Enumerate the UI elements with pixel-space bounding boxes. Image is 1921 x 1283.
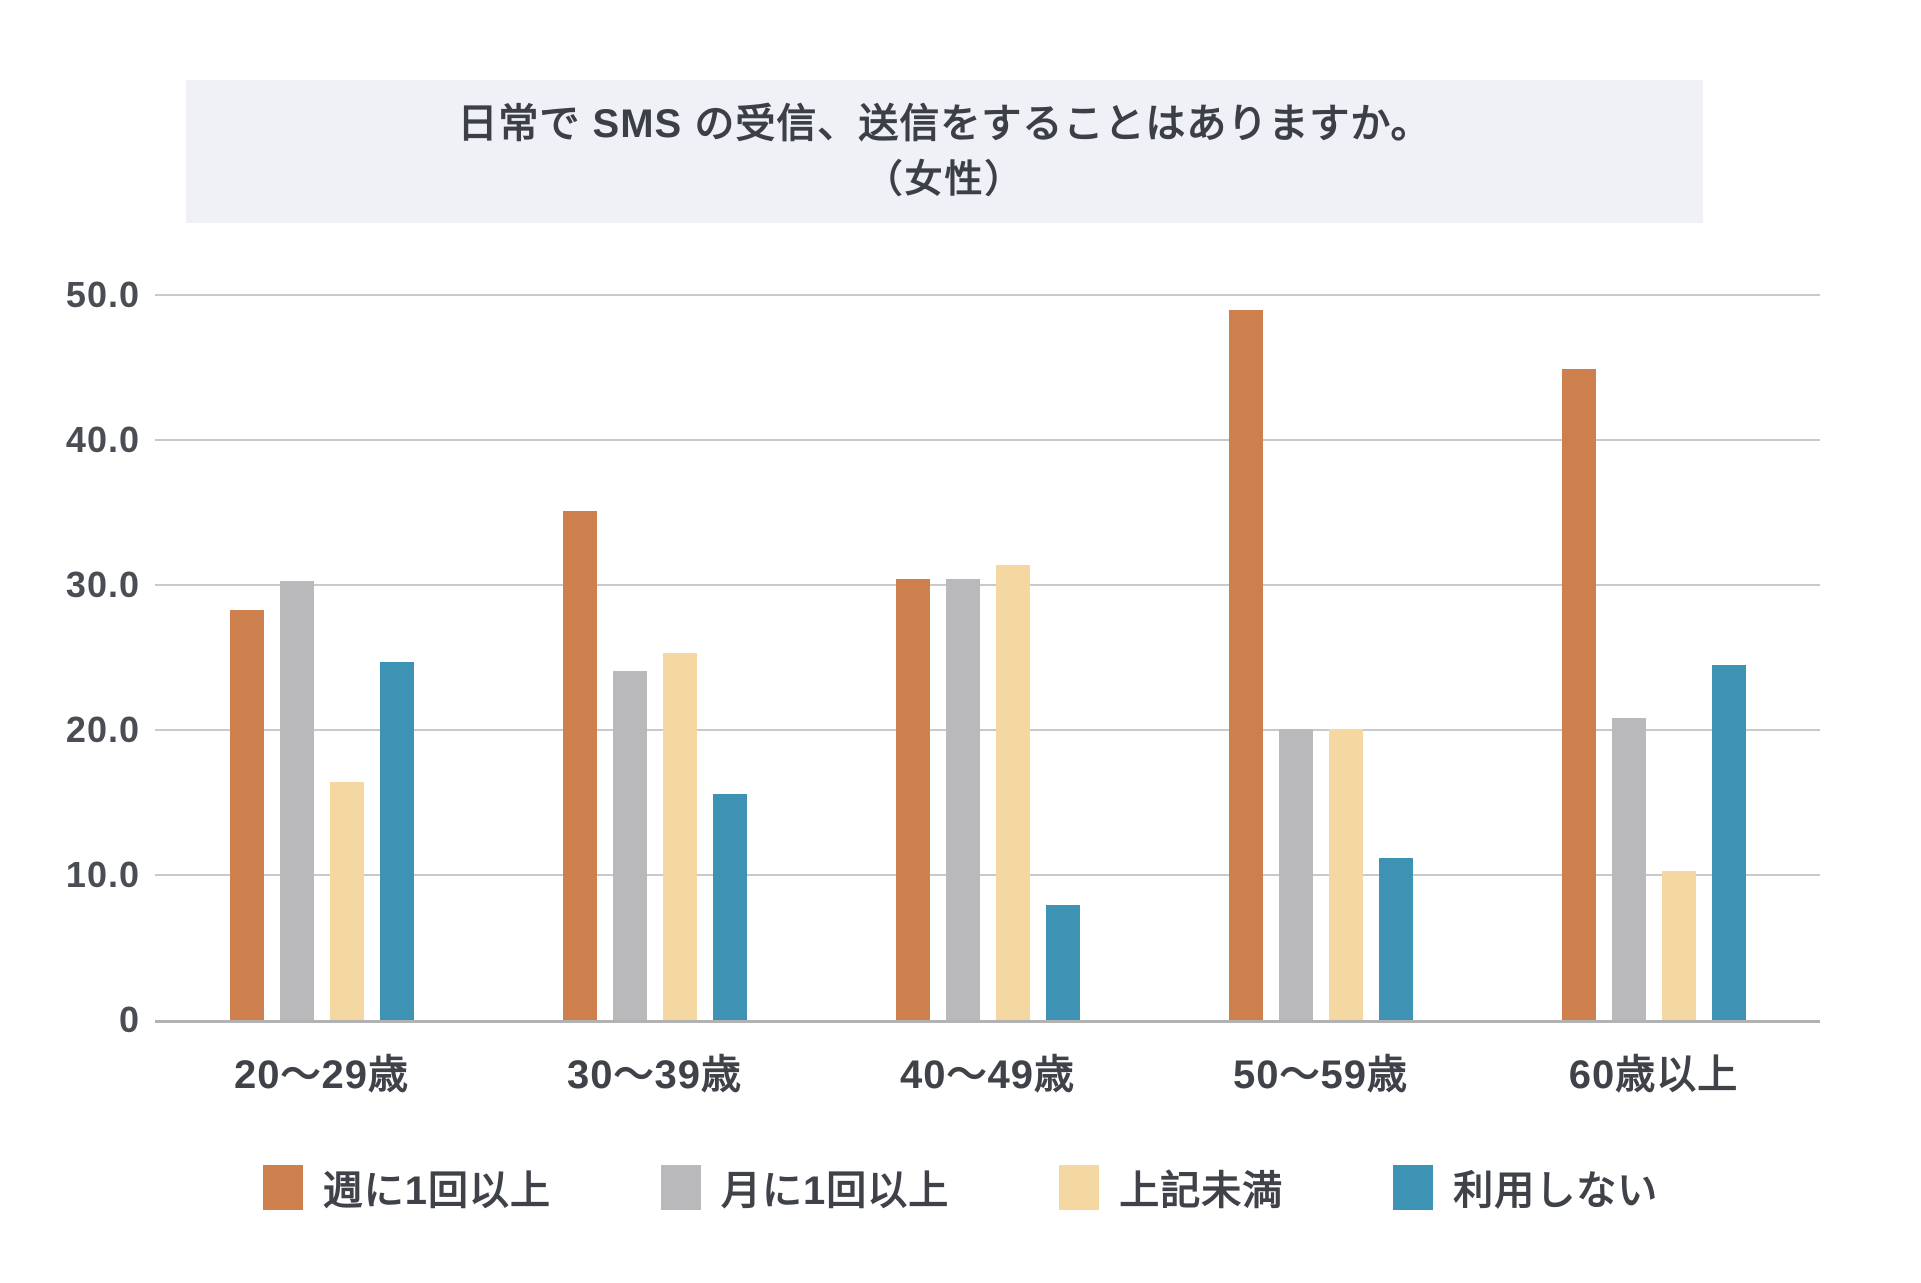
bar-s3-c0 bbox=[379, 661, 414, 1020]
bar-s2-c2 bbox=[995, 564, 1030, 1020]
bar-s2-c4 bbox=[1661, 870, 1696, 1020]
legend-swatch-icon bbox=[661, 1164, 701, 1210]
legend-item-2: 上記未満 bbox=[1059, 1158, 1283, 1216]
y-tick-label: 20.0 bbox=[65, 709, 140, 750]
gridline bbox=[155, 874, 1820, 876]
y-tick-label: 0 bbox=[118, 999, 140, 1040]
legend-item-1: 月に1回以上 bbox=[661, 1158, 949, 1216]
legend-swatch-icon bbox=[262, 1164, 303, 1210]
x-tick-label: 50〜59歳 bbox=[1233, 1053, 1408, 1097]
bar-s0-c1 bbox=[562, 511, 597, 1020]
legend-label: 月に1回以上 bbox=[721, 1169, 950, 1213]
gridline bbox=[155, 584, 1820, 586]
bar-s0-c2 bbox=[895, 579, 930, 1020]
bar-s3-c2 bbox=[1045, 905, 1080, 1020]
bar-s1-c4 bbox=[1611, 718, 1646, 1020]
bar-s1-c2 bbox=[945, 579, 980, 1020]
y-tick-label: 50.0 bbox=[65, 274, 140, 315]
bar-groups: 20〜29歳 30〜39歳 40〜49歳 50〜59歳 60歳以上 bbox=[155, 295, 1820, 1097]
bar-s2-c0 bbox=[329, 782, 364, 1020]
bar-s3-c1 bbox=[712, 793, 747, 1020]
bar-group-3: 50〜59歳 bbox=[1154, 295, 1487, 1097]
legend-label: 週に1回以上 bbox=[322, 1169, 551, 1213]
gridline bbox=[155, 294, 1820, 296]
bar-s1-c3 bbox=[1278, 728, 1313, 1020]
bar-s0-c3 bbox=[1228, 309, 1263, 1020]
bar-group-1: 30〜39歳 bbox=[488, 295, 821, 1097]
bar-group-2: 40〜49歳 bbox=[821, 295, 1154, 1097]
y-tick-label: 40.0 bbox=[65, 419, 140, 460]
bar-s0-c0 bbox=[229, 609, 264, 1020]
bar-s1-c1 bbox=[612, 670, 647, 1020]
x-tick-label: 40〜49歳 bbox=[900, 1053, 1075, 1097]
x-tick-label: 30〜39歳 bbox=[567, 1053, 742, 1097]
legend-item-3: 利用しない bbox=[1393, 1158, 1658, 1216]
legend-swatch-icon bbox=[1393, 1164, 1434, 1210]
chart-title-band: 日常で SMS の受信、送信をすることはありますか。 （女性） bbox=[186, 80, 1703, 223]
chart-title: 日常で SMS の受信、送信をすることはありますか。 bbox=[457, 101, 1432, 146]
gridline bbox=[155, 439, 1820, 441]
bar-group-4: 60歳以上 bbox=[1487, 295, 1820, 1097]
y-tick-label: 10.0 bbox=[65, 854, 140, 895]
legend: 週に1回以上 月に1回以上 上記未満 利用しない bbox=[0, 1158, 1921, 1216]
bar-s3-c3 bbox=[1378, 857, 1413, 1020]
plot-area: 20〜29歳 30〜39歳 40〜49歳 50〜59歳 60歳以上 bbox=[155, 294, 1820, 1097]
chart-subtitle: （女性） bbox=[864, 158, 1025, 201]
x-tick-label: 60歳以上 bbox=[1568, 1053, 1739, 1097]
y-tick-label: 30.0 bbox=[65, 564, 140, 605]
x-tick-label: 20〜29歳 bbox=[234, 1053, 409, 1097]
legend-label: 利用しない bbox=[1453, 1169, 1659, 1213]
legend-label: 上記未満 bbox=[1119, 1169, 1284, 1213]
bar-s3-c4 bbox=[1711, 664, 1746, 1020]
gridline bbox=[155, 729, 1820, 731]
bar-s0-c4 bbox=[1561, 368, 1596, 1020]
bar-s1-c0 bbox=[279, 580, 314, 1020]
y-axis: 50.0 40.0 30.0 20.0 10.0 0 bbox=[0, 274, 140, 1040]
bar-s2-c1 bbox=[662, 653, 697, 1020]
legend-swatch-icon bbox=[1059, 1164, 1100, 1210]
bar-s2-c3 bbox=[1328, 728, 1363, 1020]
bar-group-0: 20〜29歳 bbox=[155, 295, 488, 1097]
legend-item-0: 週に1回以上 bbox=[262, 1158, 551, 1216]
